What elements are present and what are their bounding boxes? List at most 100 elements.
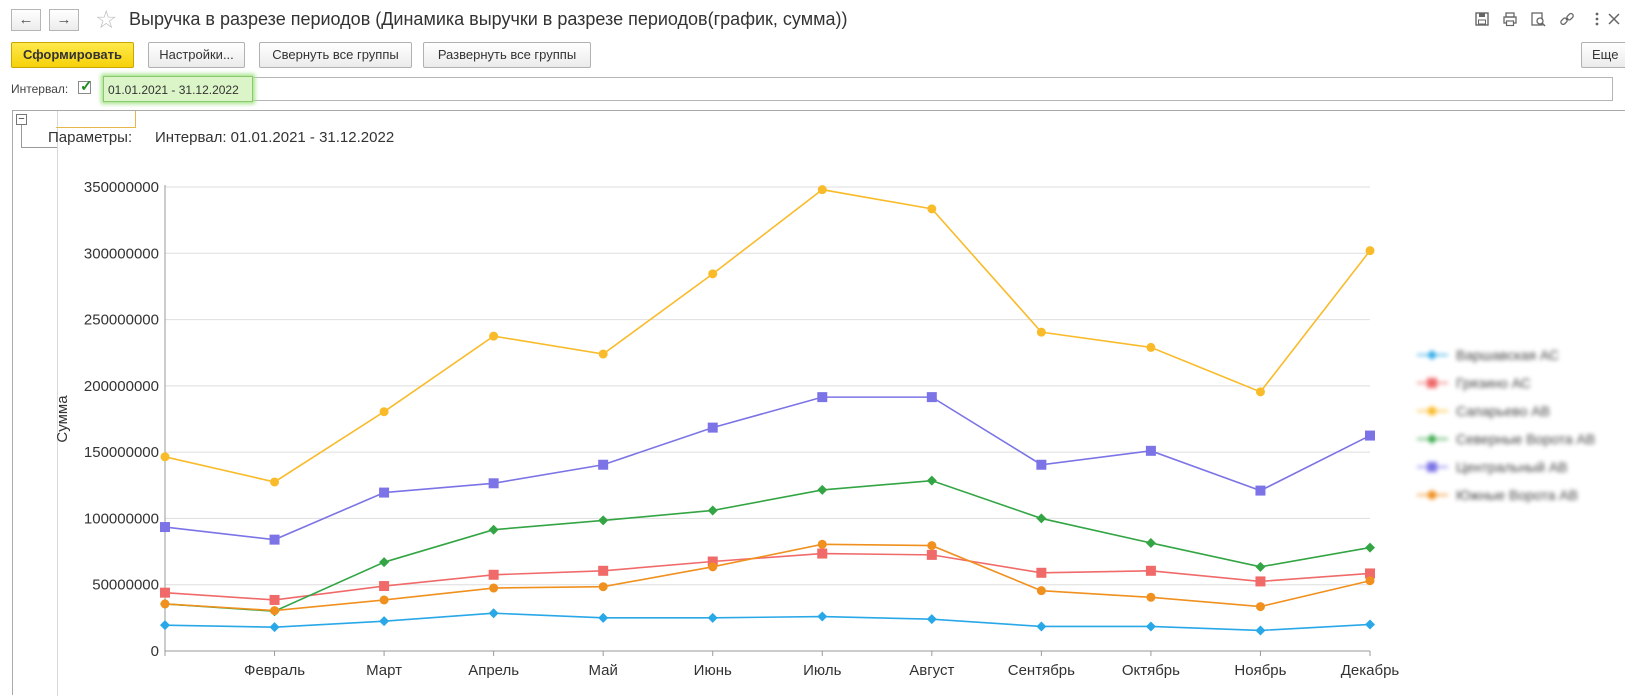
data-point — [489, 583, 499, 593]
legend-marker — [1427, 434, 1437, 444]
more-vertical-icon[interactable] — [1589, 11, 1605, 27]
collapse-group-icon[interactable]: − — [16, 114, 27, 125]
data-point — [1146, 592, 1156, 602]
legend-label: Грязино АС — [1456, 375, 1531, 391]
series-line — [164, 543, 1371, 612]
series-diamond-line — [160, 608, 1375, 636]
data-point — [269, 622, 280, 633]
data-point — [817, 611, 828, 622]
data-point — [598, 612, 609, 623]
data-point — [1255, 387, 1265, 397]
data-point — [927, 204, 937, 214]
data-point — [269, 594, 280, 605]
x-tick-label: Май — [588, 662, 617, 679]
interval-field[interactable] — [103, 77, 1613, 101]
series-line — [164, 552, 1371, 601]
chart-legend: Варшавская АС Грязино АС Сапарьево АВ Север… — [1417, 347, 1595, 503]
data-point — [1255, 625, 1266, 636]
params-value: Интервал: 01.01.2021 - 31.12.2022 — [155, 129, 395, 146]
data-point — [379, 616, 390, 627]
expand-all-groups-button[interactable]: Развернуть все группы — [423, 42, 591, 68]
data-point — [379, 581, 390, 592]
data-point — [1036, 459, 1047, 470]
title-bar: ← → ☆ Выручка в разрезе периодов (Динами… — [0, 0, 1625, 42]
data-point — [926, 475, 937, 486]
more-button[interactable]: Еще — [1581, 42, 1625, 68]
print-icon[interactable] — [1502, 11, 1518, 27]
series-diamond-line — [160, 475, 1375, 617]
legend-marker — [1427, 490, 1437, 500]
data-point — [488, 524, 499, 535]
x-tick-label: Июнь — [694, 662, 732, 679]
data-point — [1145, 537, 1156, 548]
x-tick-label: Март — [366, 662, 402, 679]
selected-cell[interactable] — [56, 111, 136, 128]
data-point — [1036, 586, 1046, 596]
x-tick-label: Апрель — [468, 662, 519, 679]
interval-checkbox[interactable]: ✓ — [78, 78, 93, 95]
y-tick-label: 150000000 — [84, 444, 159, 461]
back-button[interactable]: ← — [11, 9, 41, 31]
collapse-all-groups-button[interactable]: Свернуть все группы — [259, 42, 412, 68]
interval-input[interactable]: 01.01.2021 - 31.12.2022 — [103, 76, 253, 102]
series-line — [164, 396, 1371, 541]
x-tick-label: Октябрь — [1122, 662, 1180, 679]
link-icon[interactable] — [1559, 11, 1575, 27]
save-icon[interactable] — [1474, 11, 1490, 27]
y-tick-label: 100000000 — [84, 510, 159, 527]
data-point — [379, 595, 389, 605]
y-tick-label: 50000000 — [92, 577, 159, 594]
series-square-line — [160, 392, 1375, 545]
x-tick-label: Ноябрь — [1234, 662, 1286, 679]
y-tick-label: 0 — [151, 643, 159, 660]
x-tick-label: Февраль — [244, 662, 305, 679]
data-point — [1036, 327, 1046, 337]
y-tick-label: 200000000 — [84, 378, 159, 395]
data-point — [1145, 565, 1156, 576]
data-point — [489, 331, 499, 341]
legend-marker — [1427, 462, 1437, 472]
data-point — [1365, 246, 1375, 256]
data-point — [270, 477, 280, 487]
data-point — [707, 556, 718, 567]
x-tick-label: Сентябрь — [1008, 662, 1075, 679]
legend-marker — [1427, 406, 1437, 416]
data-point — [598, 582, 608, 592]
y-axis-label: Сумма — [54, 395, 71, 443]
close-icon[interactable] — [1606, 11, 1622, 27]
data-point — [598, 459, 609, 470]
y-tick-label: 300000000 — [84, 245, 159, 262]
data-point — [160, 599, 170, 609]
preview-icon[interactable] — [1530, 11, 1546, 27]
data-point — [160, 620, 170, 631]
series-line — [164, 479, 1371, 613]
legend-label: Центральный АВ — [1456, 459, 1568, 475]
data-point — [707, 505, 718, 516]
params-label: Параметры: — [48, 129, 133, 146]
data-point — [1365, 619, 1375, 630]
legend-label: Сапарьево АВ — [1456, 403, 1550, 419]
toolbar: Сформировать Настройки... Свернуть все г… — [0, 42, 1625, 72]
data-point — [1255, 602, 1265, 612]
data-point — [379, 557, 390, 568]
x-tick-label: Июль — [803, 662, 841, 679]
generate-button[interactable]: Сформировать — [11, 42, 134, 68]
forward-button[interactable]: → — [49, 9, 79, 31]
data-point — [817, 185, 827, 195]
favorite-star-icon[interactable]: ☆ — [95, 6, 118, 34]
y-tick-label: 250000000 — [84, 312, 159, 329]
data-point — [926, 614, 937, 625]
data-point — [1365, 576, 1375, 586]
data-point — [1146, 342, 1156, 352]
data-point — [707, 612, 718, 623]
data-point — [817, 539, 827, 549]
data-point — [488, 569, 499, 580]
data-point — [1145, 621, 1156, 632]
checkmark-icon: ✓ — [80, 78, 93, 95]
settings-button[interactable]: Настройки... — [148, 42, 245, 68]
data-point — [598, 515, 609, 526]
interval-label: Интервал: — [11, 82, 69, 96]
y-tick-label: 350000000 — [84, 179, 159, 196]
report-area[interactable]: − — [12, 110, 1625, 696]
